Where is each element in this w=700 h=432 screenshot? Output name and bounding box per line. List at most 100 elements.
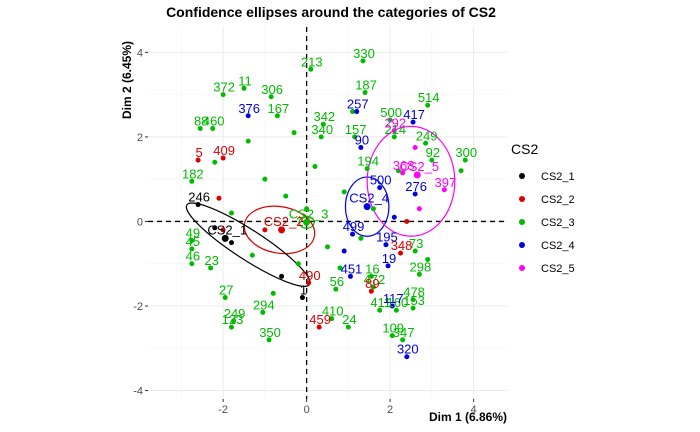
data-point-cs2-4 xyxy=(341,248,347,254)
data-point-cs2-3 xyxy=(189,237,195,243)
data-point-cs2-3 xyxy=(208,265,214,271)
grid-lines xyxy=(148,27,507,399)
data-point-cs2-4 xyxy=(377,185,383,191)
data-point-cs2-4 xyxy=(389,303,395,309)
data-point-cs2-2 xyxy=(220,155,226,161)
data-point-cs2-3 xyxy=(260,309,266,315)
data-point-cs2-3 xyxy=(400,337,406,343)
point-label-cs2-1: 246 xyxy=(188,190,210,205)
data-point-cs2-3 xyxy=(416,271,422,277)
data-point-cs2-5 xyxy=(412,144,418,150)
point-label-cs2-3: 16 xyxy=(365,261,379,276)
data-point-cs2-3 xyxy=(391,134,397,140)
data-point-cs2-5 xyxy=(441,187,447,193)
point-label-cs2-3: 350 xyxy=(259,325,281,340)
data-point-cs2-2 xyxy=(262,227,268,233)
point-label-cs2-3: 88 xyxy=(194,113,208,128)
confidence-ellipse-cs2-2 xyxy=(243,205,316,255)
data-point-cs2-4 xyxy=(354,109,360,115)
legend-key-cs2-1 xyxy=(519,173,525,179)
data-point-cs2-3 xyxy=(462,157,468,163)
data-point-cs2-4 xyxy=(391,214,397,220)
point-label-cs2-2: 459 xyxy=(309,312,331,327)
data-point-cs2-2 xyxy=(398,250,404,256)
centroid-label-cs2-3: CS2_3 xyxy=(289,206,329,221)
data-point-cs2-3 xyxy=(210,125,216,131)
point-label-cs2-3: 187 xyxy=(355,78,377,93)
point-label-cs2-3: 340 xyxy=(311,122,333,137)
centroid-label-cs2-5: CS2_5 xyxy=(399,159,439,174)
data-point-cs2-3 xyxy=(245,138,251,144)
point-label-cs2-2: 348 xyxy=(391,238,413,253)
point-labels: 213 330 372 11 306 187 514 500 342 167 249 300 214 34… xyxy=(182,46,477,357)
data-point-cs2-3 xyxy=(350,109,356,115)
point-label-cs2-3: 460 xyxy=(203,113,225,128)
legend-label-cs2-5: CS2_5 xyxy=(541,263,575,275)
point-label-cs2-3: 300 xyxy=(455,145,477,160)
data-point-cs2-5 xyxy=(400,170,406,176)
data-point-cs2-3 xyxy=(387,117,393,123)
data-point-cs2-4 xyxy=(347,273,353,279)
data-point-cs2-3 xyxy=(189,246,195,252)
point-label-cs2-3: 298 xyxy=(409,259,431,274)
point-label-cs2-4: 417 xyxy=(403,107,425,122)
point-label-cs2-3: 372 xyxy=(213,80,235,95)
point-label-cs2-2: 490 xyxy=(299,268,321,283)
point-label-cs2-3: 92 xyxy=(426,145,440,160)
data-point-cs2-2 xyxy=(220,227,226,233)
data-point-cs2-3 xyxy=(377,307,383,313)
point-label-cs2-3: 410 xyxy=(322,304,344,319)
data-point-cs2-3 xyxy=(249,252,255,258)
data-point-cs2-4 xyxy=(358,144,364,150)
y-tick-label: -2 xyxy=(133,301,143,313)
centroid-marker-cs2-2 xyxy=(278,226,286,234)
point-label-cs2-5: 368 xyxy=(393,158,415,173)
data-point-cs2-3 xyxy=(412,248,418,254)
point-label-cs2-4: 19 xyxy=(382,251,396,266)
data-point-cs2-1 xyxy=(299,295,305,301)
confidence-ellipse-cs2-5 xyxy=(366,125,456,237)
y-tick-label: 0 xyxy=(137,216,143,228)
x-axis-title: Dim 1 (6.86%) xyxy=(429,410,507,424)
data-point-cs2-3 xyxy=(318,134,324,140)
point-label-cs2-3: 123 xyxy=(222,312,244,327)
point-label-cs2-3: 157 xyxy=(345,122,367,137)
point-label-cs2-3: 24 xyxy=(342,312,356,327)
centroid-label-cs2-2: CS2_2 xyxy=(264,214,304,229)
data-point-cs2-4 xyxy=(385,263,391,269)
legend-key-cs2-4 xyxy=(519,242,525,248)
data-point-cs2-3 xyxy=(320,121,326,127)
point-label-cs2-5: 292 xyxy=(384,116,406,131)
centroid-marker-cs2-4 xyxy=(363,203,371,211)
point-label-cs2-3: 46 xyxy=(186,249,200,264)
data-point-cs2-3 xyxy=(228,210,234,216)
point-label-cs2-3: 73 xyxy=(409,236,423,251)
data-point-cs2-3 xyxy=(291,130,297,136)
data-point-cs2-3 xyxy=(458,168,464,174)
data-point-cs2-4 xyxy=(410,119,416,125)
data-point-cs2-3 xyxy=(212,159,218,165)
data-point-cs2-2 xyxy=(316,324,322,330)
point-label-cs2-5: 397 xyxy=(435,175,457,190)
data-point-cs2-3 xyxy=(358,235,364,241)
data-point-cs2-3 xyxy=(423,140,429,146)
x-tick-label: 0 xyxy=(304,404,310,416)
data-point-cs2-3 xyxy=(345,324,351,330)
point-label-cs2-2: 5 xyxy=(195,145,202,160)
data-point-cs2-4 xyxy=(412,191,418,197)
data-point-cs2-1 xyxy=(212,225,218,231)
centroid-label-cs2-4: CS2_4 xyxy=(349,191,389,206)
point-label-cs2-3: 167 xyxy=(268,101,290,116)
data-point-cs2-4 xyxy=(404,354,410,360)
point-label-cs2-3: 45 xyxy=(186,234,200,249)
data-point-cs2-4 xyxy=(350,231,356,237)
point-label-cs2-3: 478 xyxy=(403,285,425,300)
data-point-cs2-3 xyxy=(231,318,237,324)
legend-label-cs2-1: CS2_1 xyxy=(541,171,575,183)
data-point-cs2-3 xyxy=(222,295,228,301)
confidence-ellipse-cs2-3 xyxy=(298,215,315,229)
data-point-cs2-3 xyxy=(425,257,431,262)
legend-label-cs2-3: CS2_3 xyxy=(541,217,575,229)
